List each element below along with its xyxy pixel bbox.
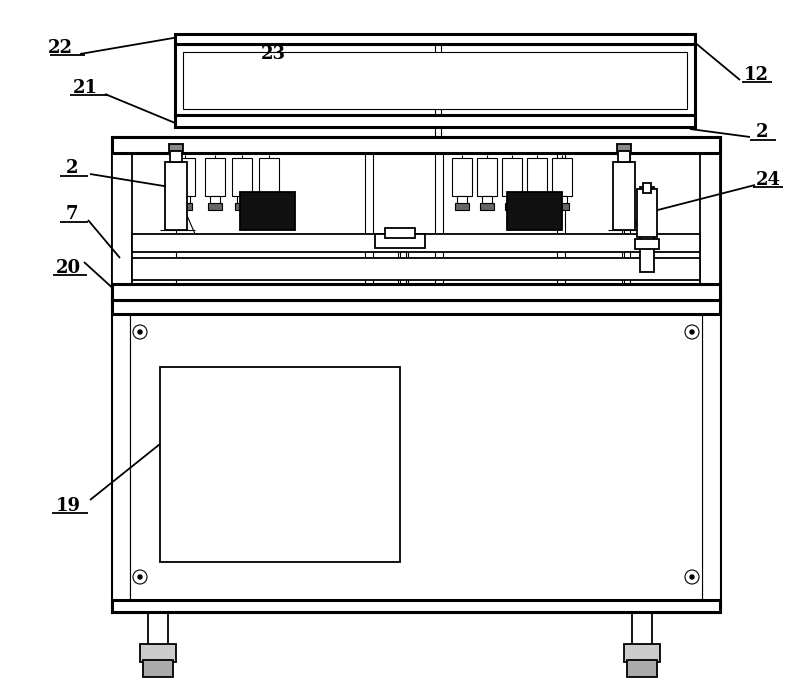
Bar xyxy=(477,158,497,196)
Bar xyxy=(617,144,631,151)
Bar xyxy=(165,162,187,230)
Text: 2: 2 xyxy=(756,123,768,141)
Bar xyxy=(455,203,469,210)
Bar xyxy=(637,189,657,237)
Bar xyxy=(240,192,295,230)
Bar xyxy=(375,234,425,248)
Bar xyxy=(627,660,657,677)
Bar xyxy=(175,34,695,44)
Bar xyxy=(264,196,274,204)
Bar xyxy=(557,196,567,204)
Bar xyxy=(480,203,494,210)
Bar xyxy=(557,137,565,284)
Bar xyxy=(112,300,130,612)
Bar xyxy=(262,203,276,210)
Text: 22: 22 xyxy=(47,39,73,57)
Bar xyxy=(132,258,700,280)
Bar xyxy=(235,203,249,210)
Bar xyxy=(555,203,569,210)
Bar xyxy=(457,196,467,204)
Bar xyxy=(452,158,472,196)
Bar xyxy=(112,300,720,612)
Bar xyxy=(205,158,225,196)
Text: 12: 12 xyxy=(743,66,769,84)
Bar xyxy=(143,660,173,677)
Bar xyxy=(632,612,652,647)
Bar xyxy=(552,158,572,196)
Bar xyxy=(208,203,222,210)
Circle shape xyxy=(690,330,694,334)
Bar xyxy=(507,196,517,204)
Circle shape xyxy=(138,575,142,579)
Bar xyxy=(160,367,400,562)
Text: 21: 21 xyxy=(73,79,98,97)
Bar xyxy=(140,644,176,662)
Bar xyxy=(643,183,651,193)
Bar xyxy=(365,137,373,284)
Bar xyxy=(170,150,182,162)
Text: 2: 2 xyxy=(66,159,78,177)
Bar xyxy=(148,612,168,647)
Bar xyxy=(112,137,720,300)
Bar xyxy=(505,203,519,210)
Bar xyxy=(624,644,660,662)
Bar xyxy=(183,52,687,109)
Bar xyxy=(169,144,183,151)
Bar xyxy=(530,203,544,210)
Bar xyxy=(532,196,542,204)
Bar xyxy=(232,158,252,196)
Bar xyxy=(482,196,492,204)
Circle shape xyxy=(690,575,694,579)
Text: 19: 19 xyxy=(55,497,81,515)
Bar xyxy=(618,150,630,162)
Circle shape xyxy=(138,330,142,334)
Bar xyxy=(507,192,562,230)
Bar xyxy=(210,196,220,204)
Bar xyxy=(112,284,720,300)
Bar xyxy=(502,158,522,196)
Bar xyxy=(527,158,547,196)
Bar xyxy=(385,228,415,238)
Bar xyxy=(259,158,279,196)
Bar xyxy=(702,300,720,612)
Bar xyxy=(435,137,443,284)
Bar xyxy=(640,187,654,272)
Bar xyxy=(180,196,190,204)
Bar xyxy=(635,239,659,249)
Bar xyxy=(112,600,720,612)
Bar xyxy=(130,314,702,600)
Bar xyxy=(112,137,720,153)
Bar xyxy=(613,162,635,230)
Bar xyxy=(132,234,700,252)
Bar xyxy=(175,44,695,117)
Bar xyxy=(237,196,247,204)
Text: 23: 23 xyxy=(261,45,286,63)
Bar xyxy=(175,158,195,196)
Bar xyxy=(700,137,720,300)
Bar xyxy=(175,115,695,127)
Text: 24: 24 xyxy=(755,171,781,189)
Text: 20: 20 xyxy=(55,259,81,277)
Bar xyxy=(112,137,132,300)
Bar xyxy=(112,300,720,314)
Text: 7: 7 xyxy=(66,205,78,223)
Bar xyxy=(622,137,630,284)
Bar xyxy=(178,203,192,210)
